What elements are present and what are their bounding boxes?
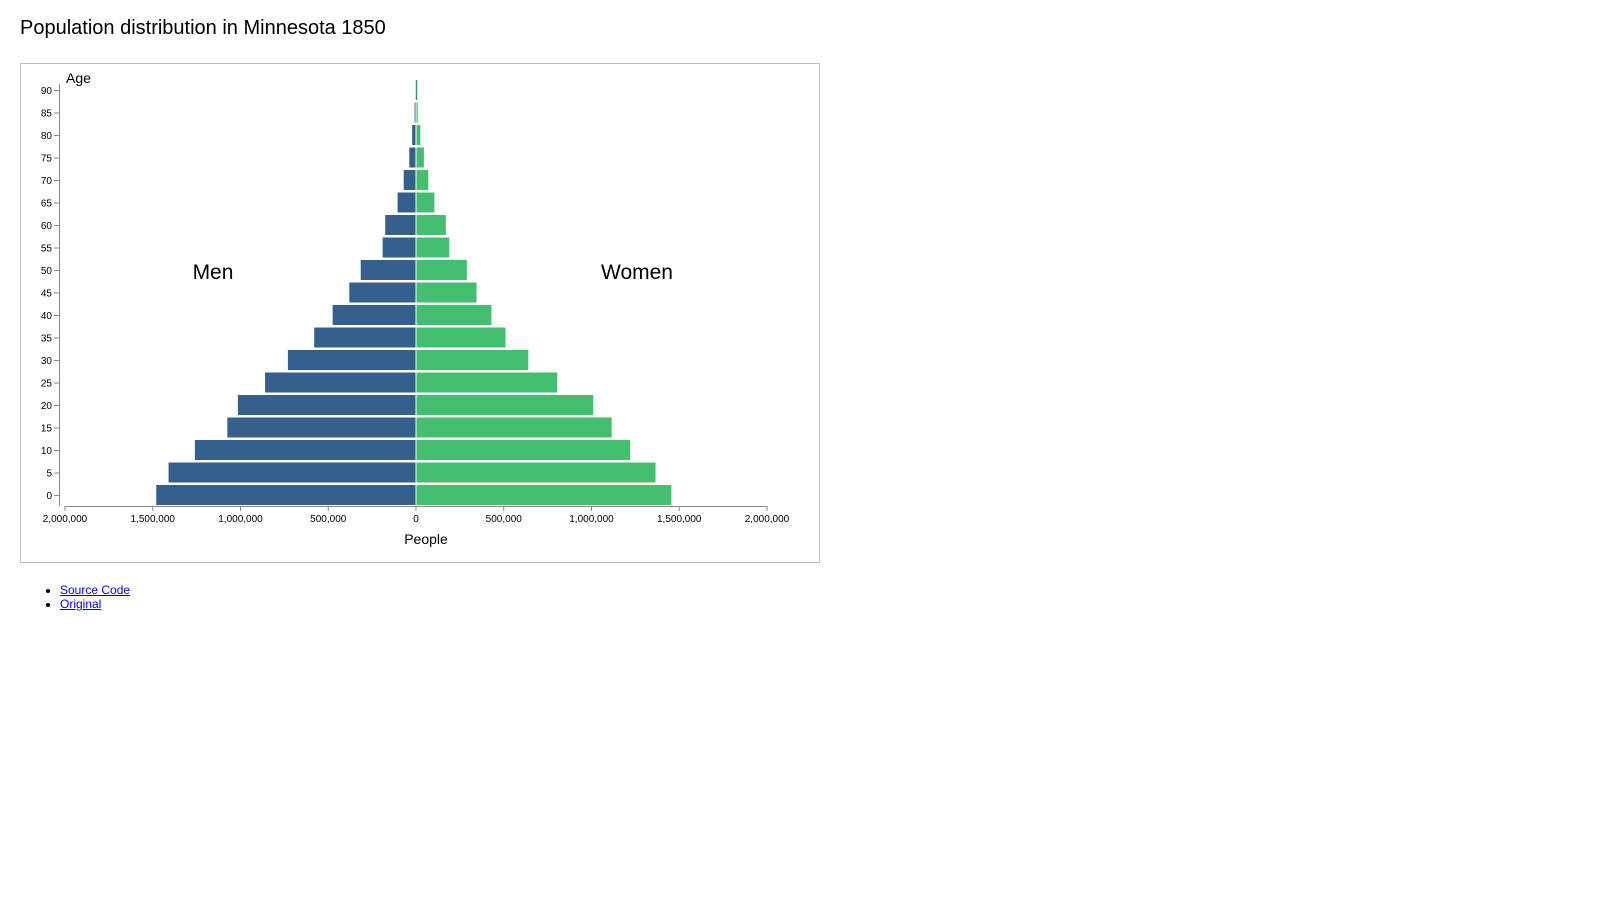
men-bar (156, 485, 416, 505)
men-bar (349, 282, 416, 303)
women-bar (416, 237, 450, 258)
women-bar (416, 80, 418, 100)
men-bar (227, 417, 416, 438)
x-axis-title: People (404, 531, 448, 547)
y-tick-label: 75 (41, 154, 53, 165)
x-tick-label: 1,500,000 (131, 514, 176, 525)
x-tick-label: 500,000 (310, 514, 347, 525)
women-bar (416, 192, 435, 213)
y-tick-label: 20 (41, 401, 53, 412)
links-list: Source Code Original (20, 583, 130, 611)
women-bar (416, 440, 631, 460)
y-tick-label: 35 (41, 334, 53, 345)
men-bar (194, 440, 416, 460)
men-bar (168, 462, 416, 483)
women-bar (416, 372, 558, 393)
men-bar (287, 350, 416, 370)
men-bar (265, 372, 416, 393)
men-bar (385, 215, 416, 235)
y-tick-label: 10 (41, 446, 53, 457)
y-tick-label: 50 (41, 266, 53, 277)
y-tick-label: 15 (41, 424, 53, 435)
y-tick-label: 40 (41, 311, 53, 322)
y-tick-label: 45 (41, 289, 53, 300)
page-title: Population distribution in Minnesota 185… (20, 17, 386, 39)
women-bar (416, 147, 424, 168)
men-group-label: Men (193, 261, 234, 284)
x-tick-label: 0 (413, 514, 419, 525)
men-bar (397, 192, 416, 213)
men-bar (415, 80, 417, 100)
women-bar (416, 125, 421, 145)
x-tick-label: 1,500,000 (657, 514, 702, 525)
men-bar (332, 305, 416, 325)
women-bar (416, 170, 429, 190)
y-tick-label: 60 (41, 221, 53, 232)
list-item: Source Code (60, 583, 130, 597)
women-bar (416, 417, 612, 438)
x-tick-label: 2,000,000 (43, 514, 88, 525)
men-bar (403, 170, 416, 190)
x-tick-label: 1,000,000 (218, 514, 263, 525)
women-bar (416, 462, 656, 483)
men-bar (412, 125, 416, 145)
men-bar (382, 237, 416, 258)
women-bar (416, 350, 529, 370)
bars (156, 80, 672, 505)
women-bar (416, 305, 492, 325)
x-axis: 2,000,000 1,500,000 1,000,000 500,000 0 500,0… (43, 506, 790, 525)
men-bar (414, 102, 416, 123)
y-axis-title: Age (66, 70, 91, 86)
y-tick-label: 55 (41, 244, 53, 255)
x-tick-label: 2,000,000 (745, 514, 790, 525)
women-bar (416, 260, 467, 280)
x-tick-label: 1,000,000 (569, 514, 614, 525)
men-bar (360, 260, 416, 280)
women-bar (416, 282, 477, 303)
y-tick-label: 65 (41, 199, 53, 210)
y-tick-label: 85 (41, 109, 53, 120)
y-tick-label: 80 (41, 131, 53, 142)
men-bar (409, 147, 416, 168)
women-bar (416, 215, 446, 235)
x-tick-label: 500,000 (486, 514, 523, 525)
list-item: Original (60, 597, 130, 611)
y-tick-label: 0 (46, 491, 52, 502)
source-code-link[interactable]: Source Code (60, 583, 131, 597)
population-pyramid-chart: 0 5 10 15 20 25 30 35 40 45 50 55 60 65 70 75 80 85 90 2,0… (41, 70, 790, 547)
y-tick-label: 5 (46, 469, 52, 480)
original-link[interactable]: Original (60, 597, 102, 611)
women-bar (416, 395, 594, 415)
chart-container: 0 5 10 15 20 25 30 35 40 45 50 55 60 65 70 75 80 85 90 2,0… (20, 63, 820, 563)
women-group-label: Women (601, 261, 673, 284)
men-bar (237, 395, 416, 415)
women-bar (416, 485, 672, 505)
y-tick-label: 25 (41, 379, 53, 390)
y-tick-label: 30 (41, 356, 53, 367)
men-bar (314, 327, 416, 348)
women-bar (416, 327, 506, 348)
y-tick-label: 90 (41, 86, 53, 97)
y-axis: 0 5 10 15 20 25 30 35 40 45 50 55 60 65 70 75 80 85 90 (41, 84, 60, 506)
y-tick-label: 70 (41, 176, 53, 187)
women-bar (416, 102, 418, 123)
